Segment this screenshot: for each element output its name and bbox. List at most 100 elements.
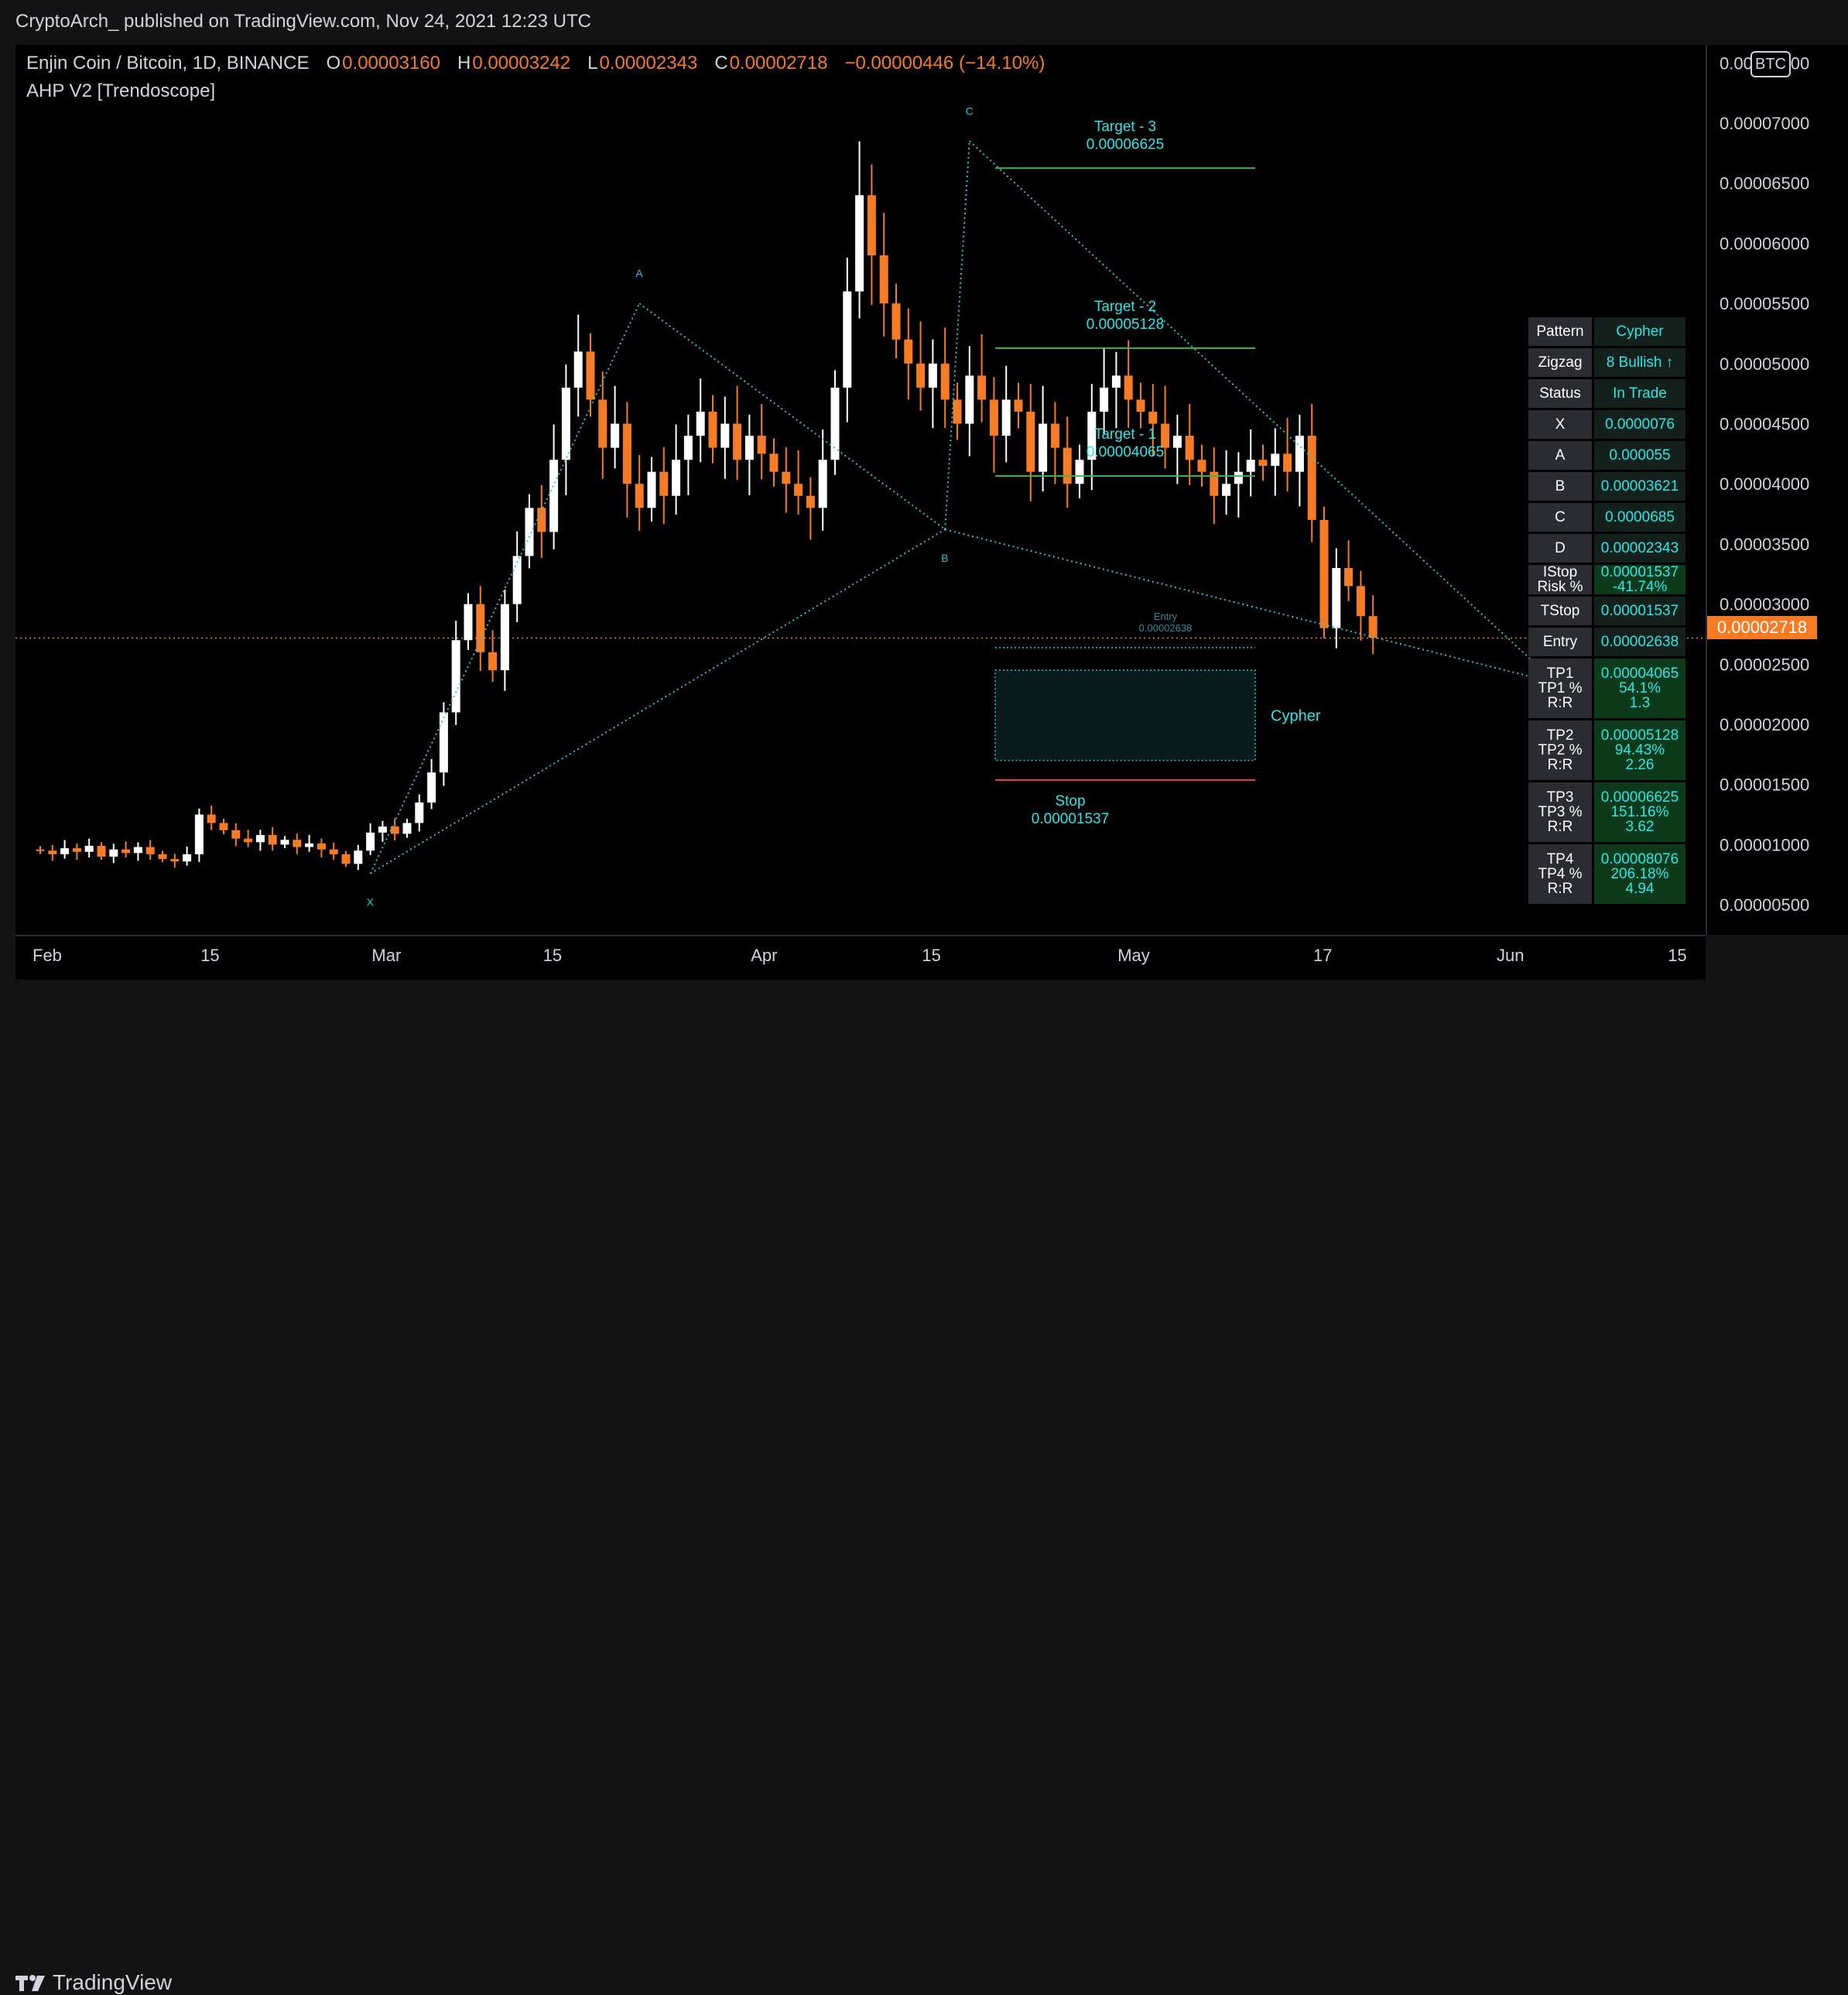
candle-body[interactable] [1295,436,1304,472]
candle-body[interactable] [390,826,399,834]
candle-body[interactable] [415,802,424,823]
candle-body[interactable] [635,484,644,508]
candle-body[interactable] [525,508,534,556]
candle-body[interactable] [255,835,265,843]
candle-body[interactable] [782,471,791,484]
candle-body[interactable] [305,843,314,847]
candle-body[interactable] [965,375,974,424]
candle-body[interactable] [488,652,498,671]
candle-body[interactable] [317,843,326,850]
currency-badge[interactable]: BTC [1750,51,1791,77]
candle-body[interactable] [891,303,901,340]
candle-body[interactable] [341,854,351,864]
candle-body[interactable] [231,830,241,839]
candle-body[interactable] [464,604,473,641]
candle-body[interactable] [1124,375,1133,400]
chart-pane[interactable] [15,45,1706,935]
candle-body[interactable] [1368,616,1377,638]
candle-body[interactable] [1210,471,1219,496]
candle-body[interactable] [1111,375,1121,388]
candle-body[interactable] [1319,519,1329,628]
candle-body[interactable] [683,436,693,460]
candle-body[interactable] [378,826,387,833]
candle-body[interactable] [928,363,937,388]
price-axis[interactable] [1706,45,1848,935]
candle-body[interactable] [207,814,216,823]
candle-body[interactable] [48,850,57,854]
candle-body[interactable] [1001,399,1011,436]
candle-body[interactable] [561,387,570,460]
candle-body[interactable] [1197,460,1206,472]
candle-body[interactable] [806,495,815,508]
candle-body[interactable] [659,471,669,496]
candle-body[interactable] [1050,423,1059,448]
candle-body[interactable] [573,351,583,388]
candle-body[interactable] [72,848,81,852]
candle-body[interactable] [989,399,998,436]
candle-body[interactable] [879,255,888,304]
symbol-title[interactable]: Enjin Coin / Bitcoin, 1D, BINANCE [26,53,310,74]
candle-body[interactable] [1246,460,1255,472]
candle-body[interactable] [977,375,987,400]
candle-body[interactable] [916,363,926,388]
candle-body[interactable] [170,859,180,862]
candle-body[interactable] [855,195,864,292]
candle-body[interactable] [622,423,631,484]
candle-body[interactable] [1172,436,1182,448]
candle-body[interactable] [843,291,852,388]
candle-body[interactable] [537,508,546,532]
candle-body[interactable] [427,772,436,803]
indicator-title[interactable]: AHP V2 [Trendoscope] [26,80,216,101]
candle-body[interactable] [647,471,656,508]
candle-body[interactable] [1136,399,1145,412]
candle-body[interactable] [133,847,142,854]
candle-body[interactable] [953,399,962,424]
candle-body[interactable] [1148,411,1158,424]
candle-body[interactable] [1283,453,1292,472]
candle-body[interactable] [402,823,412,834]
candle-body[interactable] [1307,436,1316,520]
candle-body[interactable] [794,484,803,496]
candle-body[interactable] [1356,586,1365,617]
candle-body[interactable] [867,195,876,255]
candle-body[interactable] [293,840,302,847]
candle-body[interactable] [549,460,559,532]
candle-body[interactable] [329,849,338,854]
candle-body[interactable] [244,838,253,843]
candle-body[interactable] [757,436,766,454]
candle-body[interactable] [1222,484,1231,496]
candle-body[interactable] [744,436,754,460]
candle-body[interactable] [60,848,70,854]
candle-body[interactable] [1271,453,1280,466]
candle-body[interactable] [598,399,607,448]
candle-body[interactable] [1258,460,1268,466]
candle-body[interactable] [720,423,730,448]
candle-body[interactable] [366,832,375,851]
candle-body[interactable] [733,423,742,460]
candle-body[interactable] [194,814,204,854]
candle-body[interactable] [451,640,460,713]
candle-body[interactable] [1344,568,1353,587]
candle-body[interactable] [500,604,509,671]
candle-body[interactable] [158,854,167,860]
candle-body[interactable] [109,849,118,857]
candle-body[interactable] [97,846,106,857]
candle-body[interactable] [696,411,705,436]
candle-body[interactable] [354,850,363,864]
candle-body[interactable] [84,846,94,852]
candle-body[interactable] [672,460,681,496]
candle-body[interactable] [830,387,840,460]
candle-body[interactable] [1185,436,1194,460]
candle-body[interactable] [1063,447,1072,484]
candle-body[interactable] [219,823,228,830]
candle-body[interactable] [268,835,277,845]
candle-body[interactable] [145,847,155,854]
candle-body[interactable] [1100,387,1109,412]
candle-body[interactable] [280,840,289,845]
candle-body[interactable] [1332,568,1341,628]
candle-body[interactable] [1014,399,1023,412]
candle-body[interactable] [439,712,448,773]
candle-body[interactable] [940,363,950,400]
candle-body[interactable] [1087,411,1097,460]
candle-body[interactable] [1075,460,1084,484]
